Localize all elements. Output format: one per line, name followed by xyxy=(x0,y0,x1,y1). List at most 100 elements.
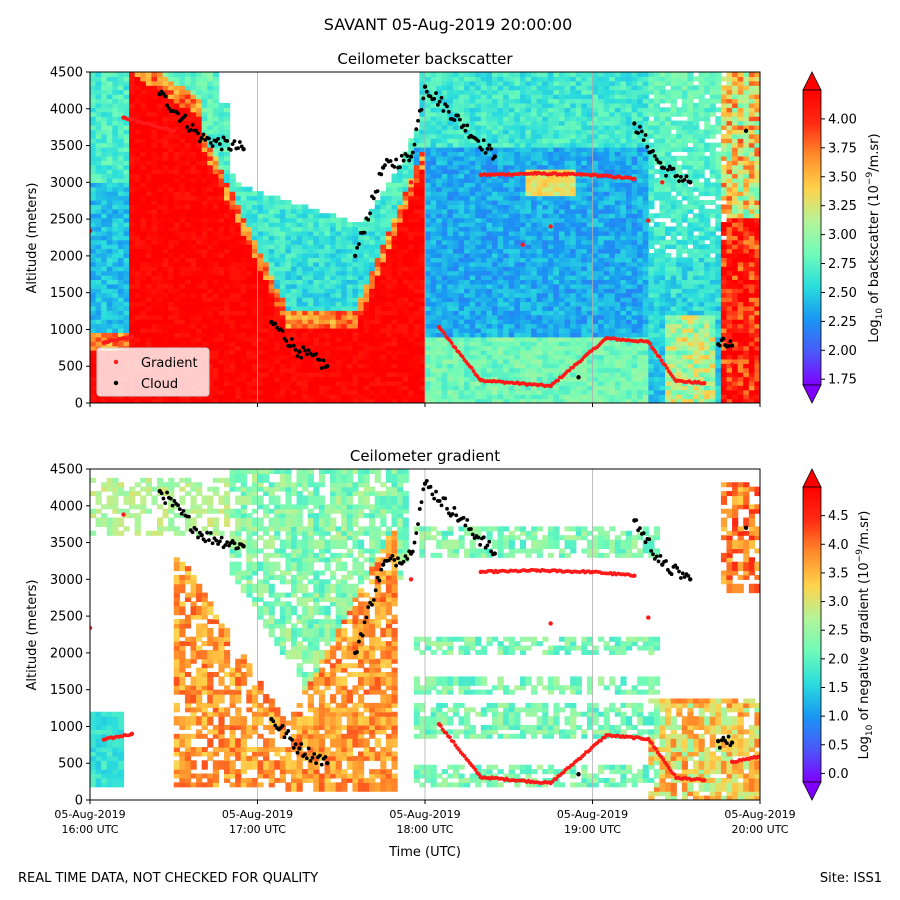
cloud-track-point xyxy=(463,128,468,133)
cloud-track-point xyxy=(306,348,311,352)
cloud-track-point xyxy=(225,540,230,545)
cloud-track-point xyxy=(357,242,361,247)
cloud-track-point xyxy=(355,650,359,655)
cloud-track-point xyxy=(280,329,285,333)
cloud-track-point xyxy=(210,541,215,546)
cloud-track-point xyxy=(172,499,177,503)
cloud-track-point xyxy=(282,735,287,740)
cloud-track-point xyxy=(291,745,296,750)
cloud-track-point xyxy=(401,158,406,163)
cloud-point xyxy=(743,525,749,531)
cloud-point xyxy=(715,738,721,744)
y-tick-label: 3000 xyxy=(50,176,83,191)
cloud-point xyxy=(422,84,428,89)
gradient-point xyxy=(646,615,651,620)
cloud-track-point xyxy=(181,508,186,513)
cloud-track-point xyxy=(421,487,426,492)
cloud-track-point xyxy=(170,503,175,508)
cloud-track-point xyxy=(271,719,276,724)
cloud-track-point xyxy=(439,503,444,508)
cloud-track-point xyxy=(188,128,193,132)
cloud-track-point xyxy=(290,737,294,742)
cloud-track-point xyxy=(310,755,315,760)
gradient-track-point xyxy=(462,754,467,758)
colorbar-tick-label: 3.0 xyxy=(828,595,849,610)
cloud-track-point xyxy=(430,492,435,497)
cloud-track-point xyxy=(682,177,687,182)
cloud-track-point xyxy=(392,165,397,169)
cloud-track-point xyxy=(299,355,304,360)
cloud-track-point xyxy=(371,196,376,201)
cloud-track-point xyxy=(419,107,424,112)
cloud-track-point xyxy=(728,339,733,344)
cloud-track-point xyxy=(214,538,219,543)
cloud-track-point xyxy=(197,139,202,144)
cloud-track-point xyxy=(368,211,372,216)
x-tick-time: 17:00 UTC xyxy=(229,823,286,836)
cloud-track-point xyxy=(401,559,406,564)
cloud-track-point xyxy=(414,531,419,536)
cloud-point xyxy=(576,772,581,777)
cloud-track-point xyxy=(207,538,211,542)
gradient-point xyxy=(408,577,414,582)
x-tick-time: 19:00 UTC xyxy=(564,823,621,836)
cloud-track-point xyxy=(273,321,278,326)
gradient-track-point xyxy=(451,739,456,744)
cloud-track-point xyxy=(379,567,384,572)
colorbar1-min-extend xyxy=(802,384,822,404)
cloud-track-point xyxy=(476,139,481,143)
colorbar1-label: Log10 of backscatter (10−9/m.sr) xyxy=(865,133,885,342)
cloud-track-point xyxy=(463,523,468,528)
y-tick-label: 1500 xyxy=(50,286,83,301)
y-tick-label: 3500 xyxy=(50,139,83,154)
cloud-track-point xyxy=(656,559,661,564)
cloud-track-point xyxy=(232,139,237,144)
legend-gradient-label: Gradient xyxy=(141,356,198,371)
colorbar-tick-label: 0.0 xyxy=(828,767,849,782)
cloud-track-point xyxy=(236,146,240,151)
cloud-track-point xyxy=(489,146,494,151)
cloud-track-point xyxy=(407,549,412,554)
colorbar-tick-label: 3.25 xyxy=(828,199,857,214)
cloud-track-point xyxy=(390,553,395,558)
gradient-track-point xyxy=(648,342,653,346)
gradient-track-point xyxy=(657,354,662,359)
cloud-track-point xyxy=(481,138,486,143)
cloud-track-point xyxy=(717,745,722,750)
colorbar-tick-label: 1.0 xyxy=(828,710,849,725)
cloud-track-point xyxy=(669,572,674,577)
cloud-track-point xyxy=(364,615,369,620)
gradient-point xyxy=(408,180,414,185)
cloud-track-point xyxy=(366,217,371,222)
legend-box xyxy=(96,347,210,397)
cloud-track-point xyxy=(726,734,731,739)
gradient-track-point xyxy=(644,737,649,742)
gradient-track-point xyxy=(644,339,649,344)
cloud-track-point xyxy=(654,157,659,162)
cloud-track-point xyxy=(651,149,655,153)
cloud-track-point xyxy=(446,109,451,114)
cloud-track-point xyxy=(458,117,462,122)
cloud-track-point xyxy=(412,142,417,147)
gradient-point xyxy=(729,362,735,367)
gradient-track-point xyxy=(756,754,760,759)
cloud-track-point xyxy=(217,539,222,544)
cloud-track-point xyxy=(379,172,384,177)
cloud-track-point xyxy=(680,571,685,576)
cloud-track-point xyxy=(394,157,399,162)
cloud-point xyxy=(660,562,665,567)
cloud-track-point xyxy=(470,532,475,537)
cloud-track-point xyxy=(194,128,199,133)
gradient-track-point xyxy=(653,747,658,751)
x-tick-date: 05-Aug-2019 xyxy=(389,808,460,821)
cloud-track-point xyxy=(284,339,289,343)
y-tick-label: 4500 xyxy=(50,66,83,81)
gradient-track-point xyxy=(556,378,560,383)
cloud-track-point xyxy=(724,741,729,746)
cloud-track-point xyxy=(677,179,681,184)
cloud-track-point xyxy=(394,563,399,568)
gradient-track-point xyxy=(546,780,551,785)
cloud-point xyxy=(297,349,302,354)
cloud-track-point xyxy=(480,147,484,152)
backscatter-x-ticks xyxy=(89,403,761,407)
